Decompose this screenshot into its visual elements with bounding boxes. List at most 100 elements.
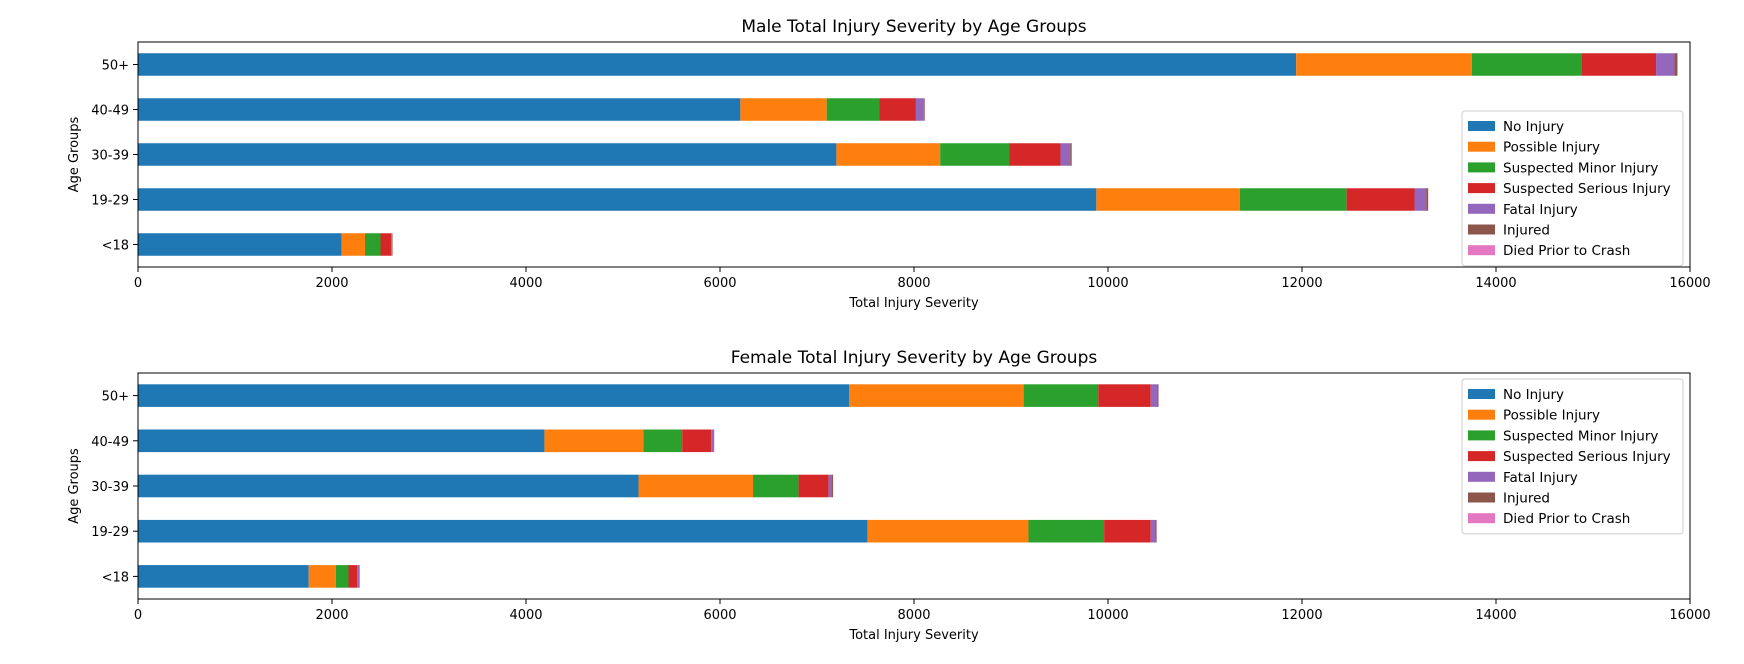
- chart-panel-2: Female Total Injury Severity by Age Grou…: [67, 348, 1711, 643]
- bar-50-possible-injury: [1296, 53, 1472, 76]
- legend-swatch-suspected-serious-injury: [1468, 451, 1495, 462]
- bar-19-29-possible-injury: [867, 519, 1029, 543]
- y-tick-label: 40-49: [91, 435, 129, 450]
- bar-18-no-injury: [138, 233, 342, 256]
- legend-label-no-injury: No Injury: [1503, 119, 1564, 135]
- x-tick-label: 8000: [897, 608, 930, 623]
- legend-swatch-possible-injury: [1468, 141, 1495, 152]
- bar-40-49-suspected-serious-injury: [879, 98, 916, 121]
- legend-swatch-suspected-minor-injury: [1468, 162, 1495, 173]
- legend-label-suspected-serious-injury: Suspected Serious Injury: [1503, 181, 1671, 197]
- bar-40-49-injured: [923, 98, 925, 121]
- x-tick-label: 6000: [703, 276, 736, 291]
- bar-50-injured: [1157, 384, 1159, 407]
- bar-50-injured: [1674, 53, 1678, 76]
- bar-40-49-fatal-injury: [915, 98, 924, 121]
- bar-30-39-injured: [1070, 143, 1072, 166]
- legend-swatch-suspected-serious-injury: [1468, 183, 1495, 194]
- legend-label-injured: Injured: [1503, 491, 1550, 507]
- x-tick-label: 4000: [509, 608, 542, 623]
- y-tick-label: 19-29: [91, 194, 129, 209]
- legend-swatch-injured: [1468, 224, 1495, 235]
- y-tick-label: 30-39: [91, 480, 129, 495]
- bar-18-suspected-serious-injury: [380, 233, 392, 256]
- bar-40-49-suspected-minor-injury: [643, 429, 683, 453]
- x-tick-label: 0: [134, 608, 142, 623]
- y-tick-label: <18: [102, 570, 129, 585]
- bar-40-49-fatal-injury: [711, 429, 714, 453]
- bar-30-39-suspected-serious-injury: [1009, 143, 1061, 166]
- y-tick-label: 19-29: [91, 525, 129, 540]
- bar-18-suspected-minor-injury: [364, 233, 381, 256]
- bar-19-29-injured: [1155, 519, 1157, 543]
- legend-box: [1461, 110, 1684, 267]
- y-tick-label: 50+: [102, 59, 129, 74]
- bar-30-39-suspected-minor-injury: [940, 143, 1010, 166]
- x-tick-label: 10000: [1087, 276, 1128, 291]
- bar-40-49-possible-injury: [740, 98, 827, 121]
- legend-swatch-died-prior-to-crash: [1468, 245, 1495, 256]
- bar-19-29-possible-injury: [1096, 188, 1240, 211]
- bar-50-no-injury: [138, 384, 850, 407]
- legend-label-suspected-serious-injury: Suspected Serious Injury: [1503, 449, 1671, 465]
- bar-40-49-no-injury: [138, 98, 741, 121]
- bar-40-49-possible-injury: [544, 429, 644, 453]
- bar-19-29-fatal-injury: [1150, 519, 1156, 543]
- bar-50-fatal-injury: [1150, 384, 1158, 407]
- bar-50-fatal-injury: [1656, 53, 1675, 76]
- bar-19-29-suspected-minor-injury: [1239, 188, 1347, 211]
- x-tick-label: 8000: [897, 276, 930, 291]
- y-tick-label: 30-39: [91, 149, 129, 164]
- x-tick-label: 2000: [315, 608, 348, 623]
- x-tick-label: 16000: [1669, 276, 1710, 291]
- x-tick-label: 14000: [1475, 276, 1516, 291]
- bar-50-suspected-minor-injury: [1471, 53, 1582, 76]
- bar-30-39-possible-injury: [638, 474, 753, 498]
- legend-swatch-possible-injury: [1468, 409, 1495, 420]
- legend-swatch-died-prior-to-crash: [1468, 513, 1495, 524]
- legend-label-possible-injury: Possible Injury: [1503, 140, 1600, 156]
- bar-19-29-suspected-minor-injury: [1028, 519, 1105, 543]
- legend: No Injury Possible Injury Suspected Minor …: [1461, 110, 1684, 267]
- bar-19-29-fatal-injury: [1414, 188, 1427, 211]
- legend: No Injury Possible Injury Suspected Minor …: [1461, 378, 1684, 535]
- bar-19-29-no-injury: [138, 519, 868, 543]
- bar-40-49-suspected-minor-injury: [826, 98, 880, 121]
- legend-label-fatal-injury: Fatal Injury: [1503, 470, 1578, 486]
- legend-label-fatal-injury: Fatal Injury: [1503, 202, 1578, 218]
- y-tick-label: 40-49: [91, 104, 129, 119]
- x-tick-label: 12000: [1281, 276, 1322, 291]
- legend-label-died-prior-to-crash: Died Prior to Crash: [1503, 243, 1630, 259]
- chart-title: Male Total Injury Severity by Age Groups: [741, 17, 1086, 37]
- y-axis-label: Age Groups: [67, 448, 82, 524]
- bar-50-possible-injury: [849, 384, 1024, 407]
- y-axis-label: Age Groups: [67, 116, 82, 192]
- bar-30-39-fatal-injury: [828, 474, 833, 498]
- legend-swatch-no-injury: [1468, 121, 1495, 131]
- bar-30-39-suspected-minor-injury: [752, 474, 799, 498]
- x-tick-label: 2000: [315, 276, 348, 291]
- bar-30-39-no-injury: [138, 143, 837, 166]
- legend-swatch-fatal-injury: [1468, 203, 1495, 214]
- legend-swatch-injured: [1468, 492, 1495, 503]
- bar-18-possible-injury: [341, 233, 365, 256]
- bar-50-suspected-serious-injury: [1098, 384, 1151, 407]
- x-tick-label: 6000: [703, 608, 736, 623]
- x-tick-label: 12000: [1281, 608, 1322, 623]
- bar-40-49-suspected-serious-injury: [682, 429, 712, 453]
- legend-label-no-injury: No Injury: [1503, 387, 1564, 403]
- chart-panel-1: Male Total Injury Severity by Age Groups…: [67, 17, 1711, 311]
- x-axis-label: Total Injury Severity: [848, 296, 979, 311]
- legend-swatch-suspected-minor-injury: [1468, 430, 1495, 441]
- x-tick-label: 10000: [1087, 608, 1128, 623]
- bar-18-fatal-injury: [357, 565, 360, 588]
- x-tick-label: 16000: [1669, 608, 1710, 623]
- bar-18-no-injury: [138, 565, 309, 588]
- bar-30-39-fatal-injury: [1060, 143, 1071, 166]
- bar-30-39-injured: [832, 474, 833, 498]
- legend-label-injured: Injured: [1503, 223, 1550, 239]
- bar-19-29-injured: [1426, 188, 1429, 211]
- legend-label-suspected-minor-injury: Suspected Minor Injury: [1503, 428, 1658, 444]
- y-tick-label: 50+: [102, 390, 129, 405]
